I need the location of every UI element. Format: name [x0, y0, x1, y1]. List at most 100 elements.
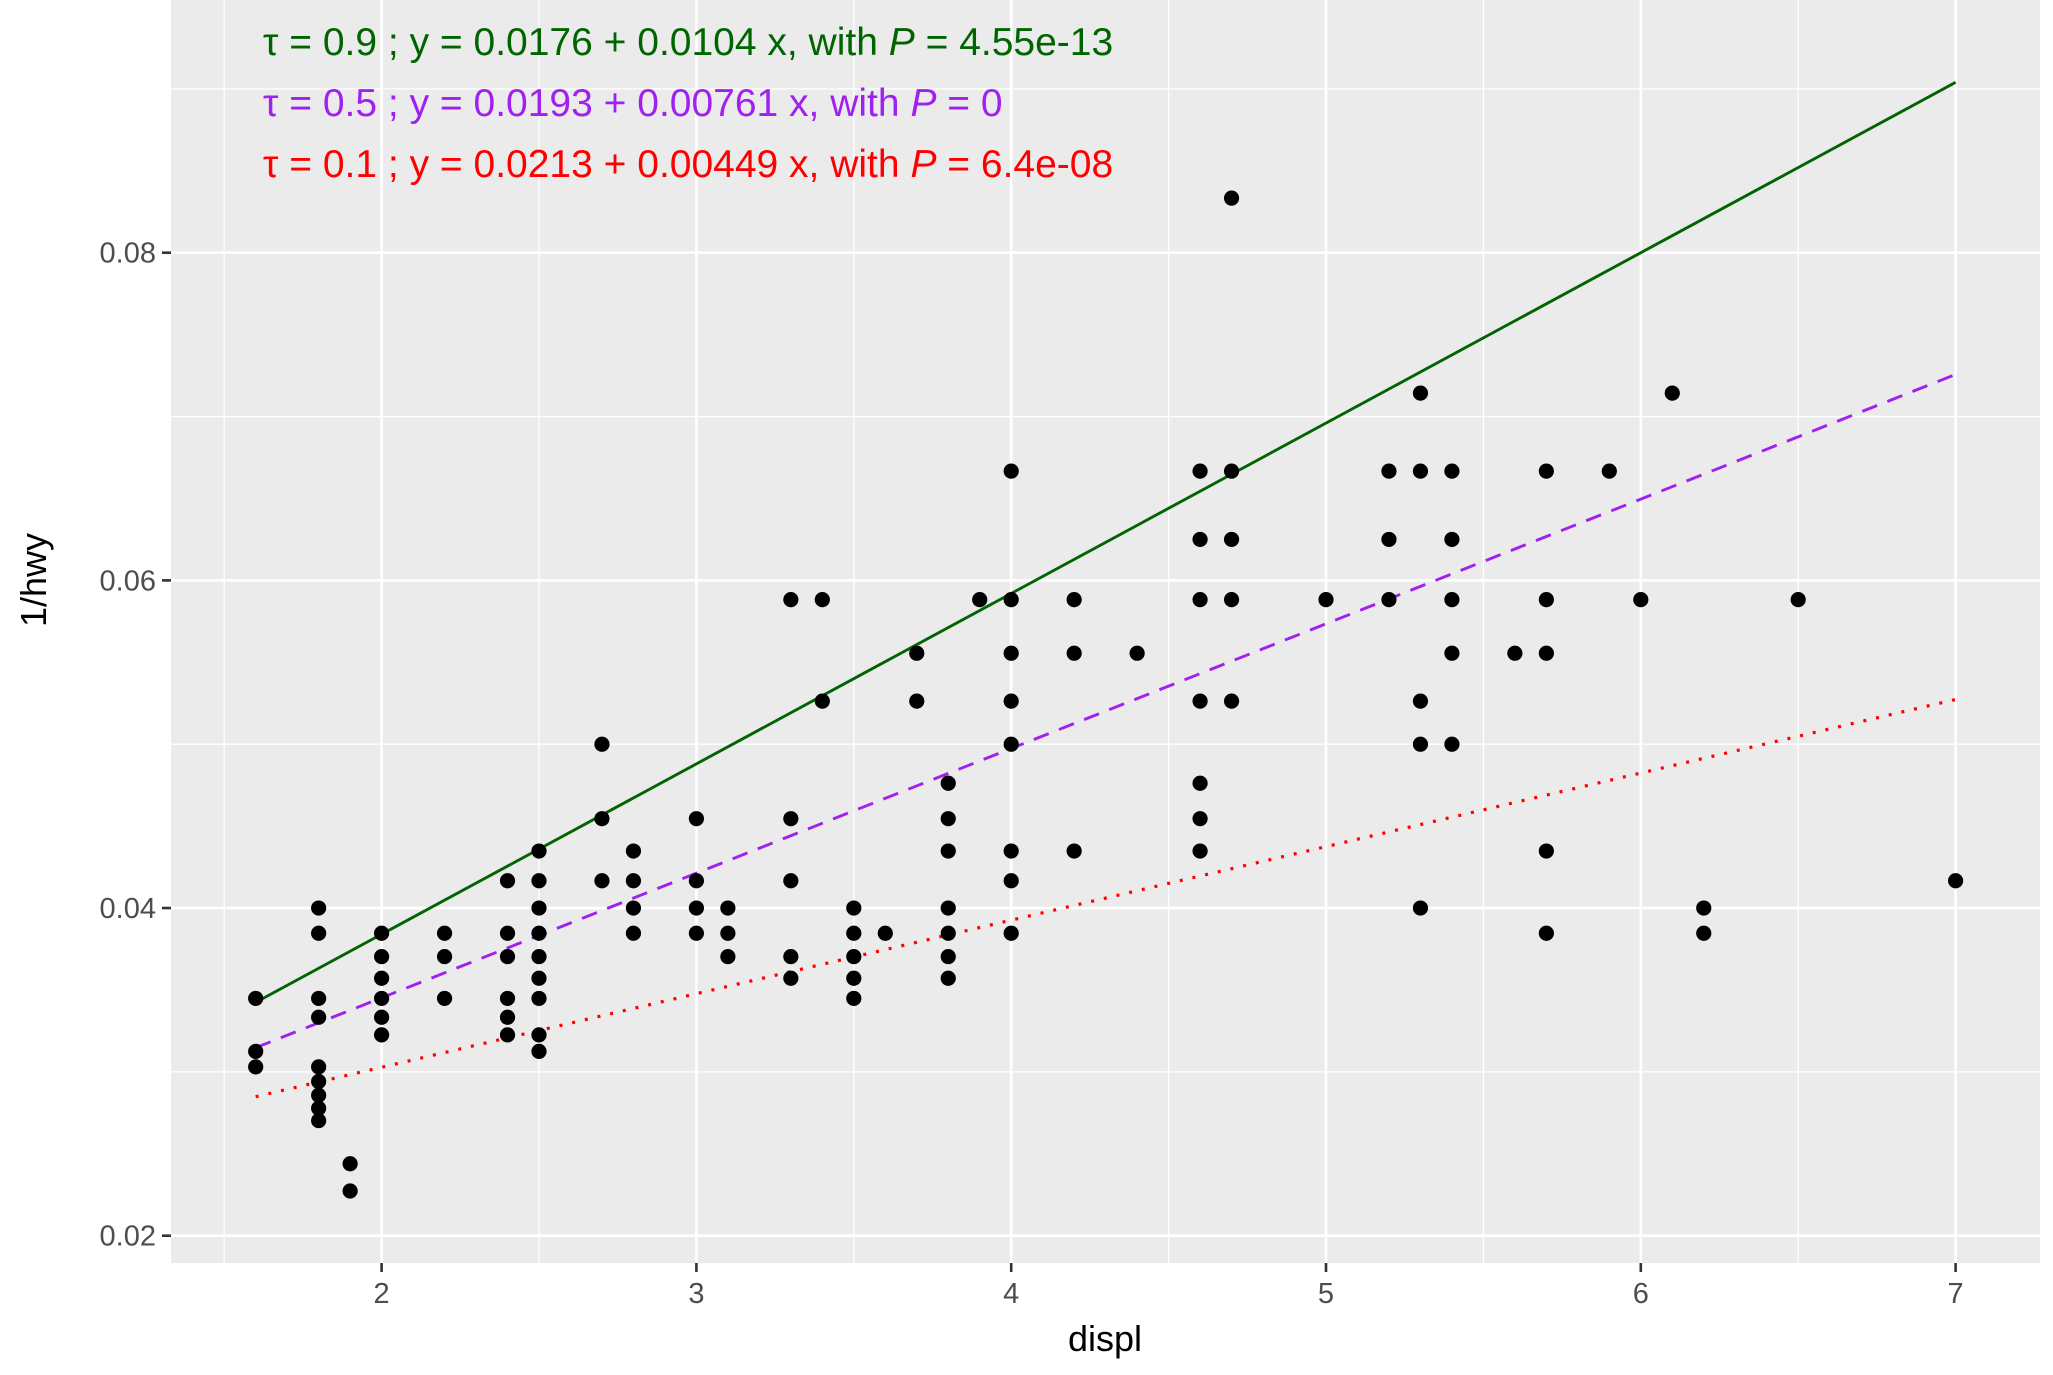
y-tick-label: 0.02 — [100, 1221, 156, 1253]
data-point — [1192, 531, 1208, 548]
major-gridlines — [171, 0, 2040, 1263]
data-point — [1192, 843, 1208, 859]
data-point — [531, 948, 547, 965]
data-point — [940, 775, 956, 791]
data-point — [311, 900, 327, 916]
data-point — [783, 948, 799, 965]
data-point — [1003, 645, 1019, 661]
data-point — [877, 925, 893, 941]
data-point — [846, 970, 862, 986]
data-point — [940, 843, 956, 859]
data-point — [248, 1043, 264, 1059]
data-point — [1066, 843, 1082, 859]
y-axis-title: 1/hwy — [13, 533, 54, 627]
x-axis-title: displ — [1068, 1318, 1142, 1359]
data-point — [531, 900, 547, 916]
data-point — [1003, 843, 1019, 859]
x-axis: 2 3 4 5 6 7 — [374, 1263, 1964, 1310]
data-point — [531, 873, 547, 889]
data-point — [972, 592, 988, 608]
data-point — [1223, 592, 1240, 608]
regression-annotation: τ = 0.9 ; y = 0.0176 + 0.0104 x, with P … — [263, 21, 1113, 64]
data-point — [594, 811, 610, 827]
data-point — [374, 1009, 390, 1025]
data-point — [1381, 531, 1397, 548]
regression-annotation: τ = 0.1 ; y = 0.0213 + 0.00449 x, with P… — [263, 143, 1113, 186]
data-point — [311, 1059, 327, 1075]
x-tick-label: 2 — [374, 1278, 390, 1310]
data-point — [625, 900, 642, 916]
data-point — [1192, 693, 1208, 709]
data-point — [1223, 531, 1240, 548]
data-point — [311, 990, 327, 1007]
regression-annotation: τ = 0.5 ; y = 0.0193 + 0.00761 x, with P… — [263, 82, 1003, 125]
data-points — [248, 190, 1964, 1199]
data-point — [1381, 592, 1397, 608]
data-point — [531, 843, 547, 859]
quantile-line-tau-0-1 — [255, 697, 1956, 1099]
data-point — [1696, 925, 1712, 941]
data-point — [248, 990, 264, 1007]
data-point — [783, 811, 799, 827]
data-point — [311, 1112, 327, 1129]
data-point — [248, 1059, 264, 1075]
data-point — [940, 925, 956, 941]
data-point — [688, 873, 705, 889]
data-point — [342, 1156, 358, 1172]
data-point — [1538, 843, 1554, 859]
data-point — [1948, 873, 1964, 889]
data-point — [1003, 925, 1019, 941]
data-point — [1381, 463, 1397, 479]
data-point — [1223, 190, 1240, 206]
x-tick-label: 4 — [1003, 1278, 1019, 1310]
data-point — [1412, 736, 1429, 752]
data-point — [783, 592, 799, 608]
data-point — [311, 1009, 327, 1025]
data-point — [1538, 463, 1554, 479]
data-point — [1192, 775, 1208, 791]
data-point — [311, 925, 327, 941]
data-point — [374, 990, 390, 1007]
data-point — [1444, 645, 1460, 661]
data-point — [1664, 385, 1680, 401]
data-point — [688, 900, 705, 916]
regression-equation-annotations: τ = 0.9 ; y = 0.0176 + 0.0104 x, with P … — [263, 21, 1113, 186]
data-point — [1003, 463, 1019, 479]
data-point — [846, 948, 862, 965]
y-tick-label: 0.08 — [100, 238, 156, 270]
data-point — [499, 925, 516, 941]
data-point — [1318, 592, 1334, 608]
data-point — [1790, 592, 1806, 608]
data-point — [846, 925, 862, 941]
data-point — [940, 948, 956, 965]
data-point — [1003, 592, 1019, 608]
data-point — [625, 843, 642, 859]
data-point — [374, 970, 390, 986]
data-point — [1444, 531, 1460, 548]
data-point — [1412, 385, 1429, 401]
data-point — [1444, 463, 1460, 479]
x-tick-label: 3 — [688, 1278, 704, 1310]
data-point — [1129, 645, 1145, 661]
data-point — [1192, 592, 1208, 608]
minor-gridlines — [171, 0, 2040, 1263]
data-point — [499, 873, 516, 889]
data-point — [814, 592, 830, 608]
data-point — [625, 873, 642, 889]
data-point — [436, 948, 453, 965]
data-point — [374, 1027, 390, 1043]
data-point — [531, 1027, 547, 1043]
data-point — [1696, 900, 1712, 916]
data-point — [311, 1073, 327, 1090]
data-point — [1633, 592, 1649, 608]
data-point — [1444, 736, 1460, 752]
y-axis: 0.02 0.04 0.06 0.08 — [100, 238, 171, 1253]
data-point — [1223, 693, 1240, 709]
data-point — [940, 900, 956, 916]
data-point — [720, 900, 736, 916]
data-point — [720, 948, 736, 965]
data-point — [783, 873, 799, 889]
data-point — [1412, 693, 1429, 709]
data-point — [594, 736, 610, 752]
